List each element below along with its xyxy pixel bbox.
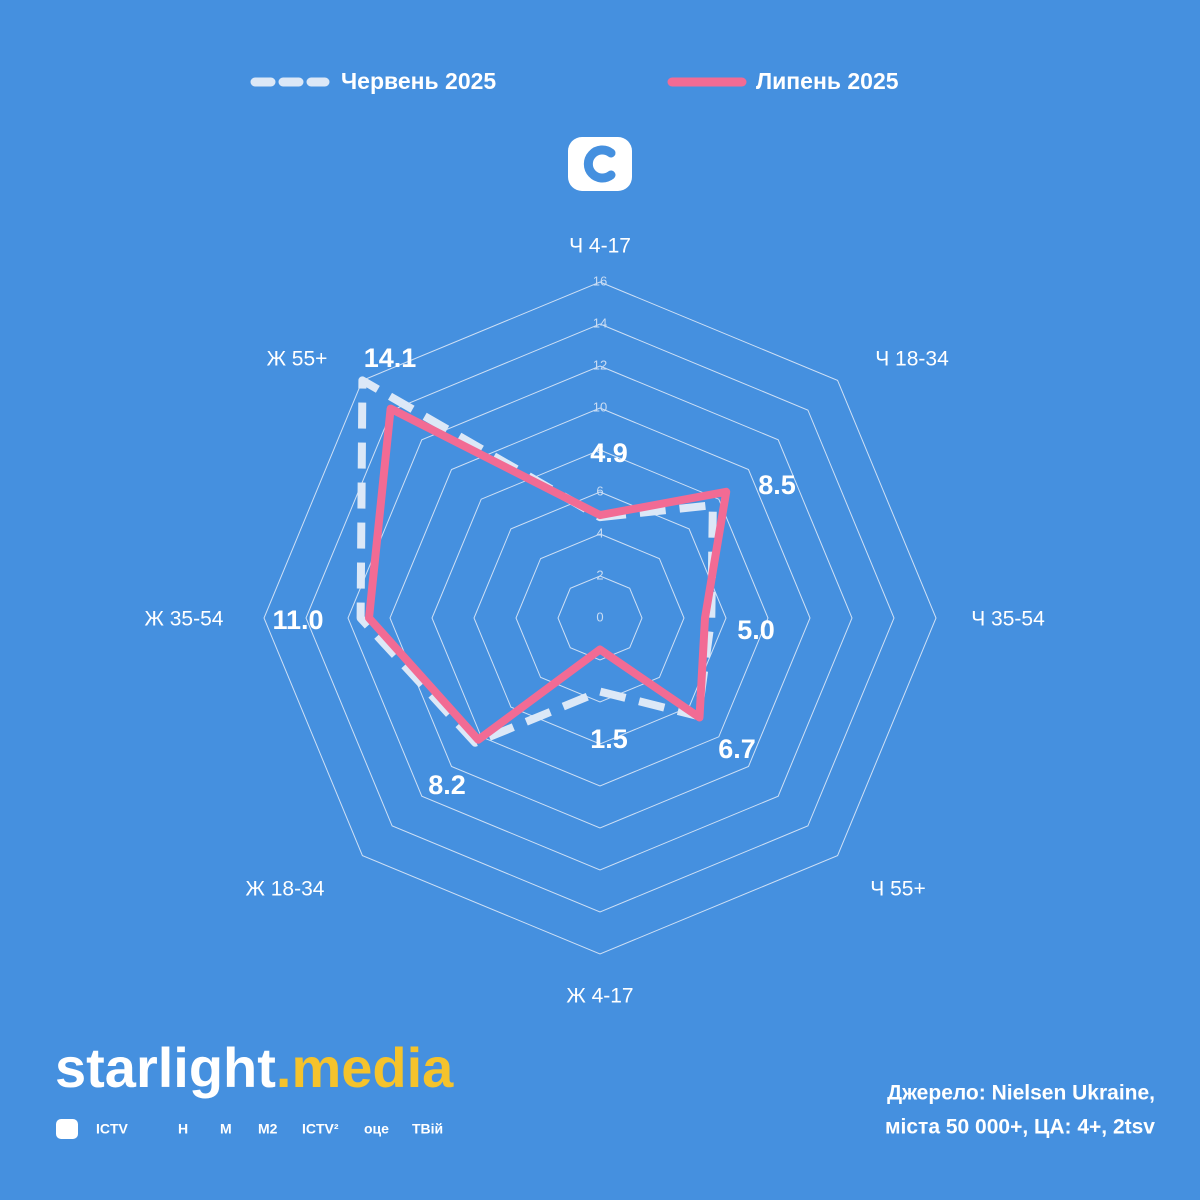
value-label: 6.7 [718, 734, 756, 764]
grid-ring [515, 533, 685, 703]
channel-name: оце [364, 1121, 389, 1137]
grid-ring [431, 449, 769, 787]
grid-ring [473, 491, 727, 745]
axis-label: Ч 55+ [870, 878, 925, 901]
value-label: 1.5 [590, 724, 628, 754]
axis-label: Ж 35-54 [145, 608, 224, 631]
grid-ring [347, 365, 853, 871]
channel-logo [568, 137, 632, 191]
channel-icon [56, 1119, 78, 1139]
tick-label: 10 [593, 399, 607, 414]
tick-label: 4 [596, 525, 603, 540]
series-line [356, 376, 717, 747]
legend-label: Червень 2025 [341, 68, 496, 94]
axis-label: Ч 4-17 [569, 235, 631, 258]
value-label: 8.5 [758, 470, 796, 500]
tick-label: 6 [596, 483, 603, 498]
brand-part: starlight [55, 1036, 276, 1099]
channel-name: ICTV² [302, 1121, 339, 1137]
channel-name: Н [178, 1121, 188, 1137]
channel-name: ICTV [96, 1121, 129, 1137]
channel-name: М2 [258, 1121, 278, 1137]
brand-part: .media [276, 1036, 454, 1099]
axis-label: Ж 18-34 [246, 878, 325, 901]
channel-logo-mark [583, 145, 616, 183]
tick-label: 14 [593, 315, 607, 330]
axis-label: Ж 55+ [267, 348, 328, 371]
tick-label: 12 [593, 357, 607, 372]
channel-name: М [220, 1121, 232, 1137]
channel-name: ТВій [412, 1121, 443, 1137]
value-label: 5.0 [737, 615, 775, 645]
axis-label: Ч 35-54 [971, 608, 1045, 631]
tick-label: 16 [593, 273, 607, 288]
radar-chart: 0 2 4 6 8 10 12 14 16 Ч 4-17 Ч 18-34 Ч 35-54 Ч 55+ Ж … [145, 235, 1046, 1008]
grid-ring [557, 575, 643, 661]
brand: starlight.media [55, 1036, 454, 1099]
value-label: 8.2 [428, 770, 466, 800]
tick-label: 2 [596, 567, 603, 582]
value-label: 4.9 [590, 438, 628, 468]
source-line: Джерело: Nielsen Ukraine, [887, 1082, 1155, 1105]
grid-ring [263, 281, 937, 955]
axis-label: Ж 4-17 [566, 985, 633, 1008]
grid-ring [305, 323, 895, 913]
grid-ring [389, 407, 811, 829]
value-label: 14.1 [364, 343, 417, 373]
legend-label: Липень 2025 [756, 68, 899, 94]
source-line: міста 50 000+, ЦА: 4+, 2tsv [885, 1116, 1155, 1139]
tick-label: 8 [596, 441, 603, 456]
tick-label: 0 [596, 609, 603, 624]
value-label: 11.0 [272, 605, 323, 635]
series-line [365, 404, 731, 744]
axis-label: Ч 18-34 [875, 348, 949, 371]
